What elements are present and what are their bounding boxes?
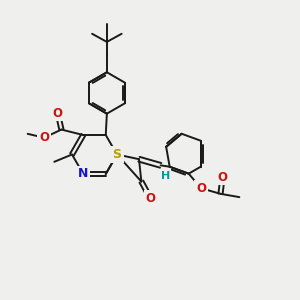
Text: O: O (53, 106, 63, 120)
Text: O: O (218, 171, 227, 184)
Text: O: O (146, 192, 155, 205)
Text: O: O (196, 182, 206, 195)
Text: H: H (160, 171, 170, 181)
Text: O: O (39, 131, 49, 144)
Text: N: N (78, 167, 88, 181)
Text: N: N (112, 148, 122, 161)
Text: S: S (112, 148, 122, 161)
